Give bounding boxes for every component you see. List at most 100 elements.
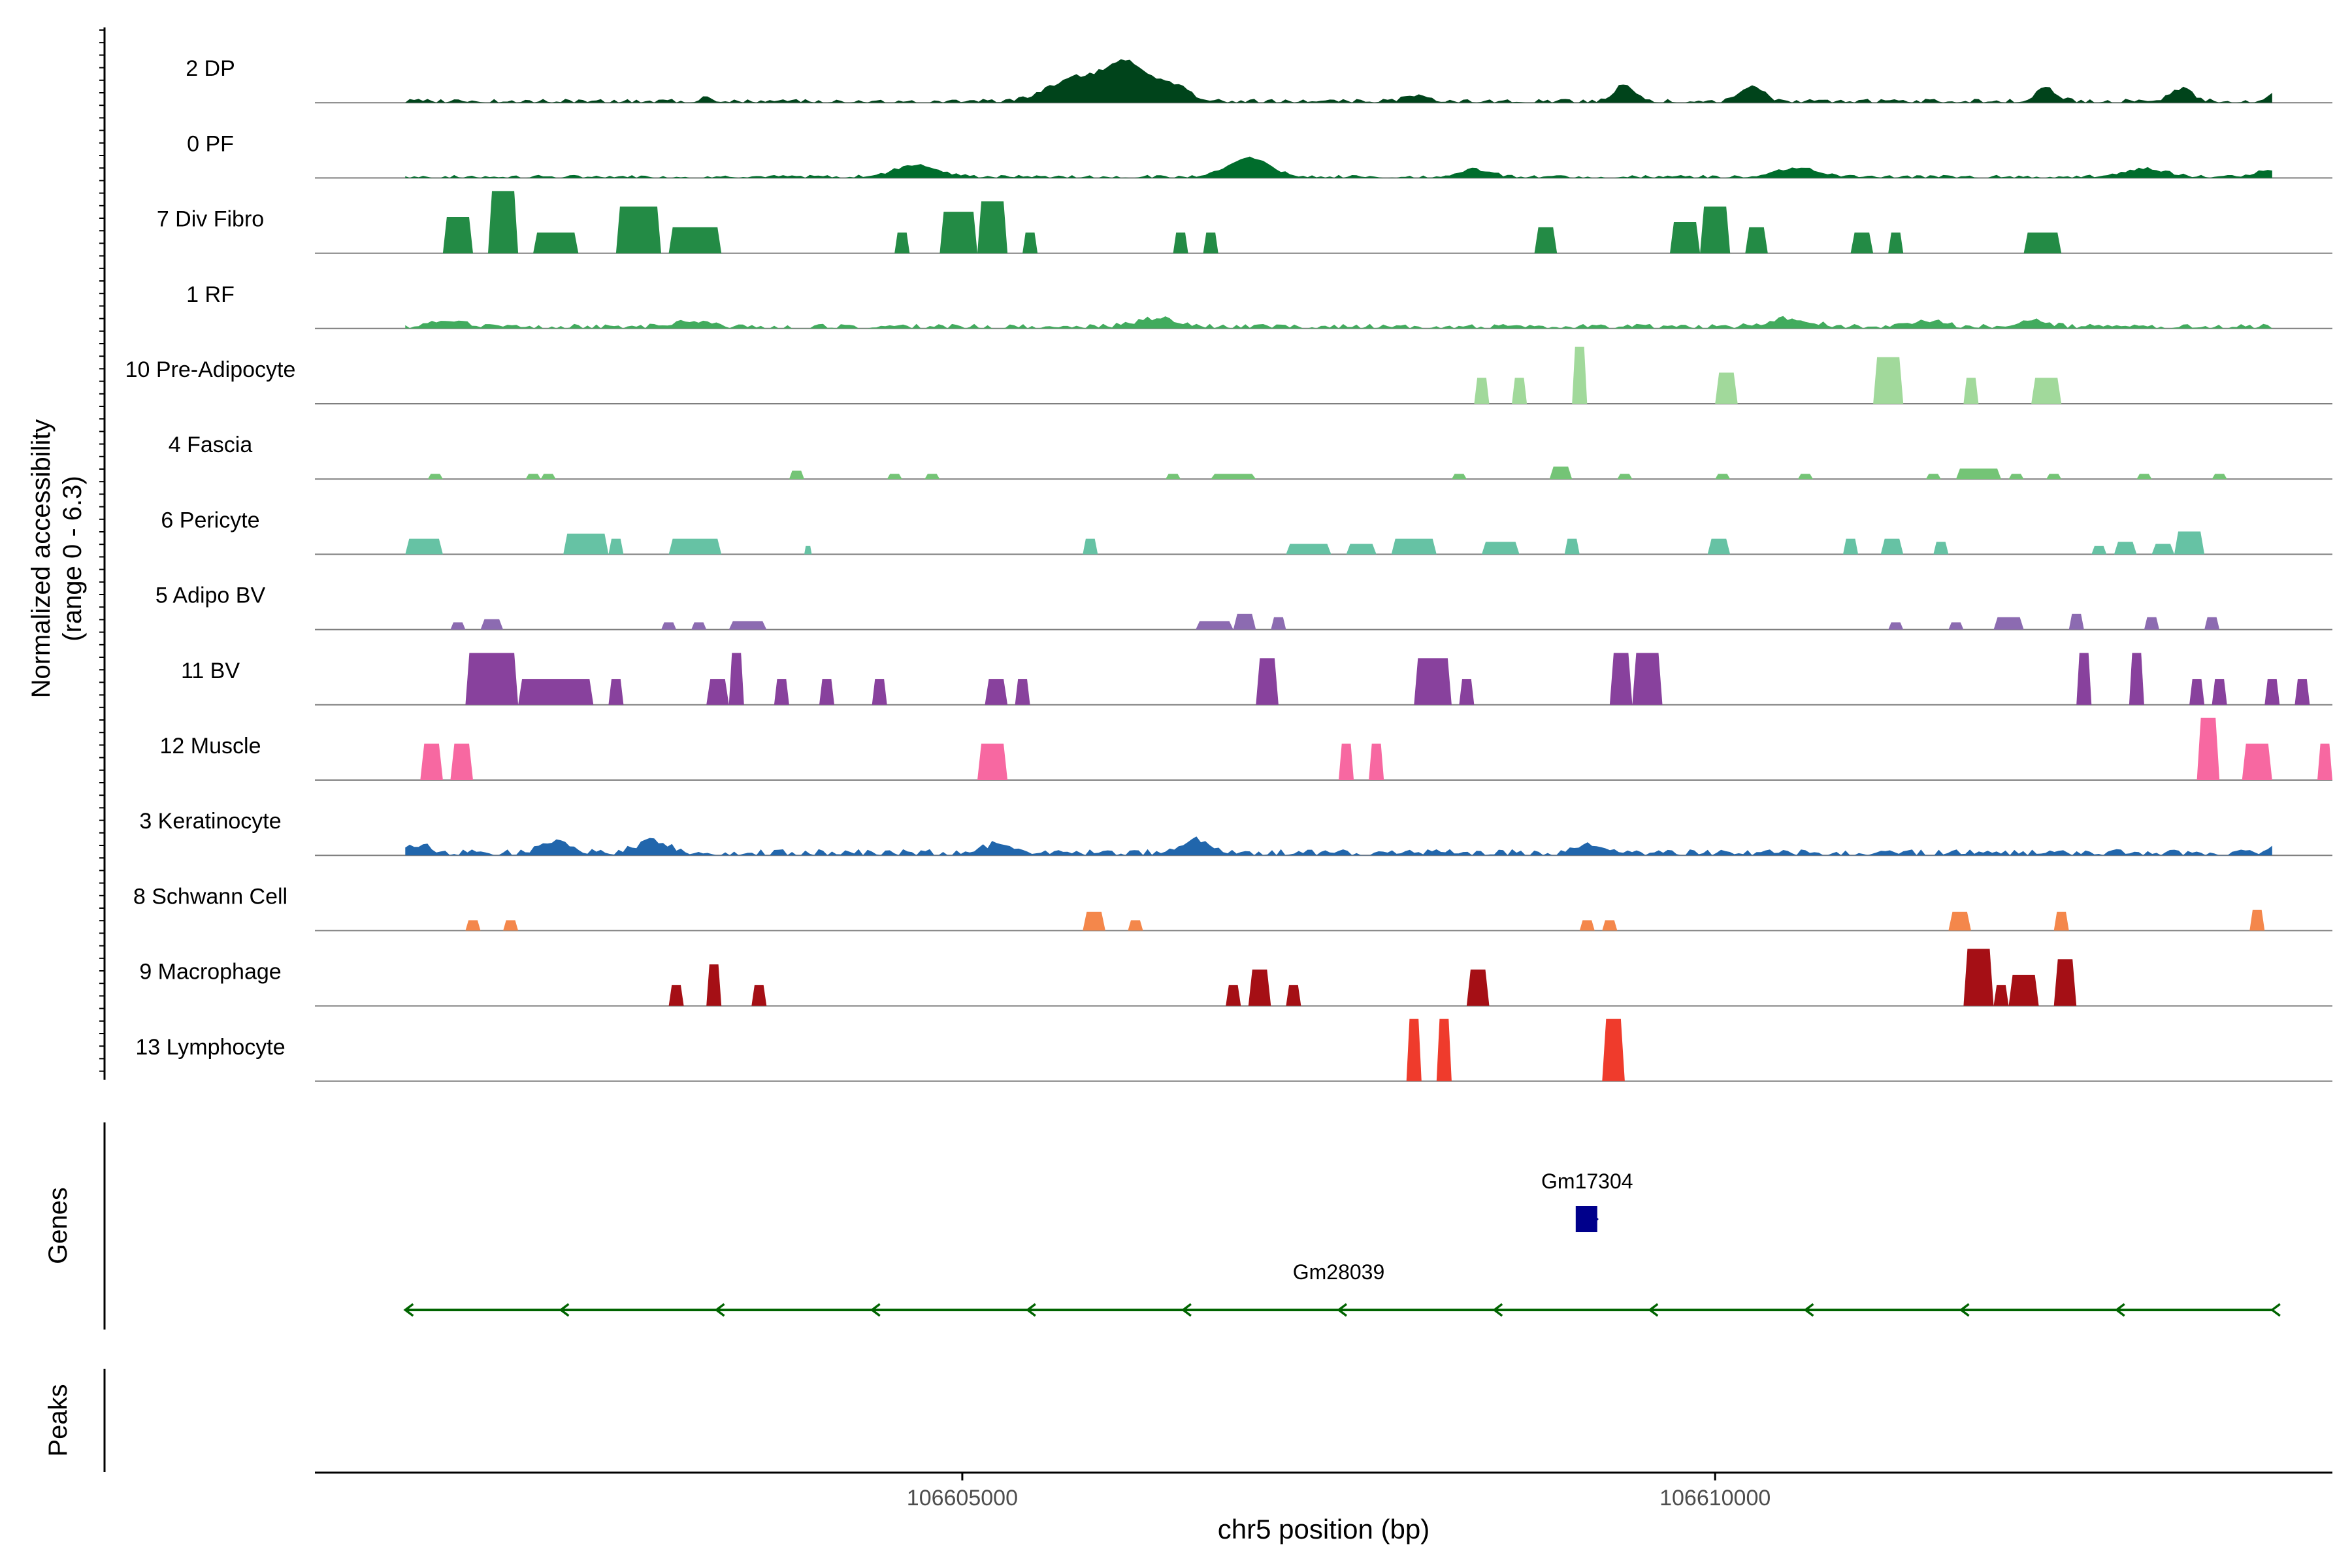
track-10: 12 Muscle	[160, 717, 2332, 781]
accessibility-peak	[2174, 531, 2205, 555]
accessibility-peak	[503, 920, 519, 931]
accessibility-peak	[1203, 232, 1218, 253]
strand-arrow-icon	[1959, 1303, 1970, 1317]
accessibility-peak	[1888, 232, 1904, 253]
accessibility-peak	[1534, 227, 1558, 253]
accessibility-peak	[872, 679, 887, 705]
track-8: 5 Adipo BV	[155, 583, 2332, 630]
gene-Gm28039: Gm28039	[403, 1260, 2281, 1317]
accessibility-peak	[1843, 538, 1859, 555]
accessibility-peak	[1369, 743, 1384, 780]
accessibility-peak	[1549, 466, 1573, 480]
accessibility-peak	[488, 191, 519, 253]
accessibility-peak	[525, 474, 541, 480]
y-axis-label: Normalized accessibility	[27, 419, 56, 698]
accessibility-peak	[1993, 617, 2024, 630]
strand-arrow-icon	[2270, 1303, 2281, 1317]
accessibility-peak	[1948, 911, 1971, 931]
accessibility-peak	[2023, 232, 2062, 253]
strand-arrow-icon	[1590, 1211, 1599, 1227]
track-label: 13 Lymphocyte	[135, 1035, 285, 1060]
accessibility-peak	[1271, 617, 1286, 630]
accessibility-peak	[1128, 920, 1143, 931]
gene-exon	[1575, 1206, 1597, 1232]
accessibility-peak	[789, 470, 804, 480]
accessibility-signal	[405, 836, 2272, 856]
accessibility-peak	[442, 217, 473, 253]
accessibility-peak	[751, 985, 767, 1006]
accessibility-peak	[1286, 544, 1331, 555]
track-label: 6 Pericyte	[161, 508, 259, 532]
accessibility-peak	[1083, 911, 1105, 931]
accessibility-peak	[2008, 474, 2024, 480]
accessibility-peak	[691, 622, 707, 630]
accessibility-peak	[2151, 544, 2174, 555]
accessibility-peak	[450, 622, 466, 630]
accessibility-peak	[1632, 653, 1663, 705]
accessibility-peak	[2317, 743, 2332, 780]
peaks-track-label: Peaks	[44, 1384, 73, 1456]
accessibility-peak	[939, 212, 977, 253]
track-11: 3 Keratinocyte	[139, 809, 2332, 857]
strand-arrow-icon	[1648, 1303, 1659, 1317]
accessibility-peak	[668, 227, 722, 253]
accessibility-peak	[427, 474, 443, 480]
accessibility-peak	[1022, 232, 1038, 253]
accessibility-peak	[2212, 474, 2227, 480]
accessibility-peak	[1173, 232, 1188, 253]
strand-arrow-icon	[1492, 1303, 1503, 1317]
accessibility-peak	[661, 622, 677, 630]
gene-Gm17304: Gm17304	[1541, 1169, 1633, 1232]
accessibility-peak	[2008, 975, 2039, 1006]
accessibility-peak	[894, 232, 910, 253]
accessibility-peak	[668, 985, 684, 1006]
accessibility-peak	[977, 201, 1008, 253]
accessibility-peak	[1579, 920, 1595, 931]
track-label: 5 Adipo BV	[155, 583, 266, 608]
track-label: 0 PF	[187, 131, 234, 156]
track-label: 2 DP	[186, 56, 235, 81]
accessibility-peak	[1466, 970, 1490, 1006]
accessibility-peak	[1707, 538, 1731, 555]
track-5: 10 Pre-Adipocyte	[125, 346, 2332, 404]
accessibility-peak	[2204, 617, 2220, 630]
strand-arrow-icon	[1337, 1303, 1348, 1317]
accessibility-signal	[405, 316, 2272, 329]
gene-track: Gm17304 Gm28039	[403, 1169, 2281, 1317]
accessibility-peak	[608, 538, 624, 555]
accessibility-peak	[1391, 538, 1437, 555]
strand-arrow-icon	[1181, 1303, 1192, 1317]
accessibility-peak	[774, 679, 789, 705]
accessibility-peak	[1196, 621, 1233, 630]
accessibility-peak	[480, 619, 504, 630]
accessibility-peak	[1226, 985, 1241, 1006]
strand-arrow-icon	[870, 1303, 881, 1317]
accessibility-peak	[2053, 911, 2069, 931]
accessibility-peak	[1602, 920, 1618, 931]
accessibility-peak	[1339, 743, 1354, 780]
accessibility-peak	[1233, 613, 1256, 630]
track-1: 2 DP	[186, 56, 2332, 104]
accessibility-peak	[2046, 474, 2062, 480]
accessibility-peak	[2091, 546, 2107, 555]
strand-arrow-icon	[714, 1303, 725, 1317]
accessibility-peak	[706, 964, 722, 1006]
accessibility-peak	[924, 474, 940, 480]
x-axis: 106605000 106610000	[907, 1473, 1771, 1511]
accessibility-peak	[533, 232, 579, 253]
accessibility-peak	[1083, 538, 1098, 555]
accessibility-peak	[728, 621, 767, 630]
strand-arrow-icon	[403, 1303, 414, 1317]
y-axis-ticks	[99, 27, 106, 1080]
track-label: 4 Fascia	[169, 433, 253, 457]
accessibility-peak	[1745, 227, 1768, 253]
accessibility-peak	[1797, 474, 1813, 480]
accessibility-peak	[668, 538, 722, 555]
accessibility-peak	[1850, 232, 1874, 253]
track-6: 4 Fascia	[169, 433, 2332, 480]
accessibility-peak	[2249, 909, 2265, 931]
accessibility-peak	[518, 679, 594, 705]
accessibility-peak	[1963, 949, 1994, 1006]
y-axis-label-range: (range 0 - 6.3)	[58, 476, 87, 641]
accessibility-peak	[2136, 474, 2152, 480]
